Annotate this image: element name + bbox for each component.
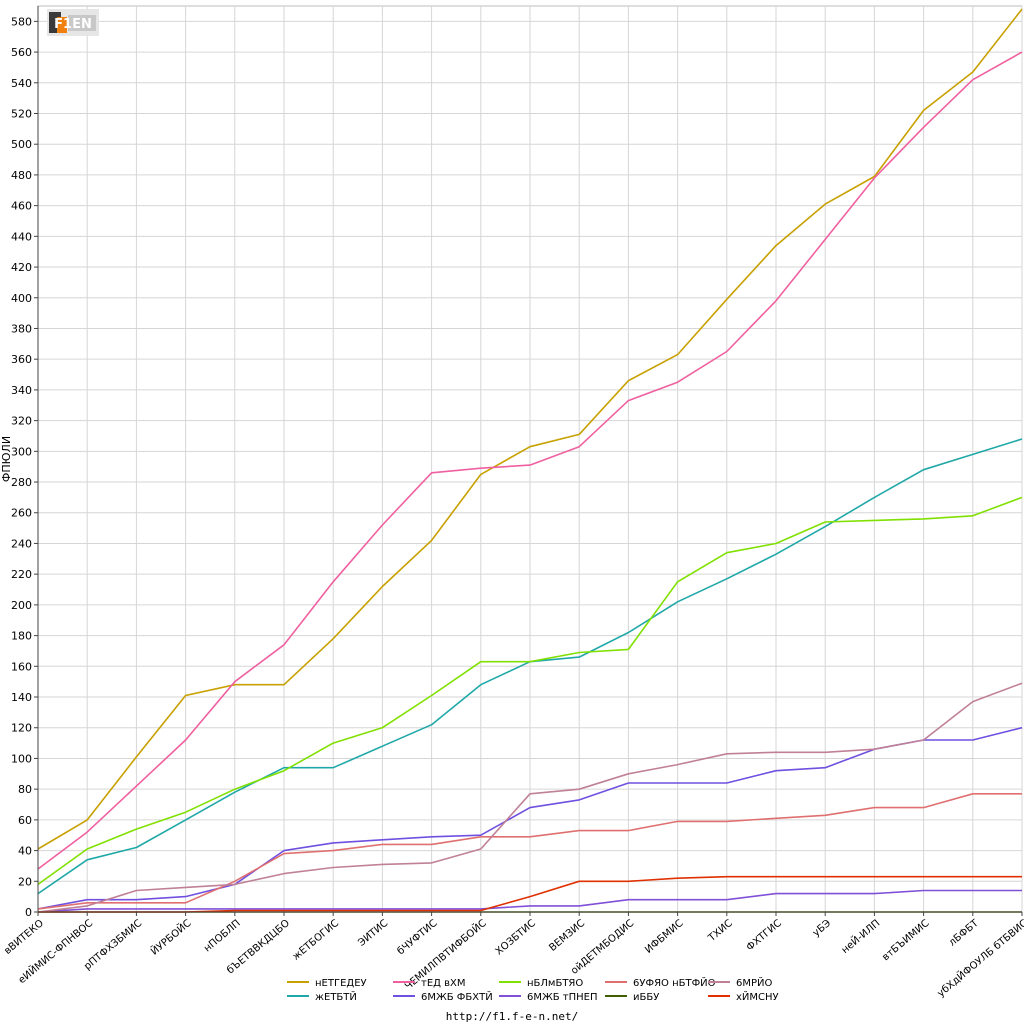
logo-text: F1EN — [54, 17, 92, 32]
y-tick-label: 340 — [11, 384, 32, 397]
y-tick-label: 120 — [11, 722, 32, 735]
y-tick-label: 40 — [18, 845, 32, 858]
x-tick-label: ЙУРБОЙС — [148, 916, 194, 957]
y-tick-label: 220 — [11, 568, 32, 581]
f1en-logo: F1EN — [47, 9, 99, 36]
y-tick-label: 240 — [11, 537, 32, 550]
y-tick-label: 360 — [11, 353, 32, 366]
grid — [37, 5, 1023, 913]
x-tick-label: вВИТЕКО — [2, 918, 46, 957]
y-tick-label: 180 — [11, 630, 32, 643]
footer-url[interactable]: http://f1.f-e-n.net/ — [445, 1010, 579, 1023]
y-tick-label: 500 — [11, 138, 32, 151]
series-line-2 — [37, 51, 1023, 870]
series-line-3 — [37, 726, 1023, 910]
series-line-4 — [37, 496, 1023, 886]
x-tick-label: ФХТГИС — [745, 918, 784, 954]
legend-label-5: 6МЖБ тПНЕП — [527, 992, 598, 1003]
y-tick-label: 140 — [11, 691, 32, 704]
y-tick-label: 420 — [11, 261, 32, 274]
y-tick-label: 80 — [18, 783, 32, 796]
series-lines — [37, 8, 1023, 913]
y-tick-label: 280 — [11, 476, 32, 489]
legend-label-4: нБЛмБТЯО — [527, 978, 583, 989]
x-tick-label: жЕТБОГИС — [291, 918, 342, 963]
x-tick-label: ВЕМЗИС — [547, 918, 587, 954]
x-tick-label: неЙ-ИЛП — [838, 916, 882, 956]
x-tick-label: ТХИС — [706, 918, 735, 945]
x-tick-label: ЭИТИС — [356, 918, 390, 949]
y-tick-label: 100 — [11, 752, 32, 765]
legend-label-1: жЕТБТЙ — [315, 990, 357, 1003]
y-tick-label: 460 — [11, 200, 32, 213]
x-tick-label: лБФБТ — [947, 917, 981, 948]
y-tick-label: 480 — [11, 169, 32, 182]
legend-label-6: 6УФЯО нБТФЙО — [633, 976, 716, 989]
series-line-5 — [37, 889, 1022, 913]
y-axis-title: ФПЮЛИ — [0, 436, 13, 482]
x-tick-label: убХдЙФОУЛБ бТБВИС — [934, 916, 1024, 999]
y-tick-label: 300 — [11, 445, 32, 458]
x-tick-label: уБЭ — [811, 918, 833, 939]
y-tick-label: 440 — [11, 230, 32, 243]
legend-label-3: 6МЖБ ФБХТЙ — [421, 990, 493, 1003]
legend-label-7: иББУ — [633, 992, 659, 1003]
legend-label-9: хЙМСНУ — [736, 990, 779, 1003]
y-tick-label: 540 — [11, 77, 32, 90]
x-tick-label: втБЪИМИС — [880, 918, 931, 963]
legend-label-8: 6МРЙО — [736, 976, 773, 989]
y-tick-label: 160 — [11, 660, 32, 673]
y-tick-label: 320 — [11, 415, 32, 428]
y-axis-title-text: ФПЮЛИ — [0, 436, 13, 482]
x-tick-label: ИФБМИС — [643, 918, 685, 956]
legend-label-2: тЕД вХМ — [421, 978, 466, 989]
y-tick-label: 20 — [18, 875, 32, 888]
y-tick-label: 200 — [11, 599, 32, 612]
y-tick-label: 520 — [11, 107, 32, 120]
y-tick-label: 580 — [11, 15, 32, 28]
series-line-0 — [37, 8, 1023, 850]
series-line-6 — [37, 792, 1022, 910]
y-tick-label: 380 — [11, 322, 32, 335]
x-tick-label: нПОБЛП — [202, 918, 243, 955]
y-tick-label: 60 — [18, 814, 32, 827]
y-tick-label: 260 — [11, 507, 32, 520]
x-tick-label: ХОЗБТИС — [494, 918, 538, 958]
x-tick-label: бЧУФТИС — [395, 918, 439, 957]
y-tick-label: 400 — [11, 292, 32, 305]
y-tick-label: 560 — [11, 46, 32, 59]
series-line-8 — [37, 682, 1023, 913]
y-tick-label: 0 — [25, 906, 32, 919]
legend-label-0: нЕТГЕДЕУ — [315, 978, 367, 989]
